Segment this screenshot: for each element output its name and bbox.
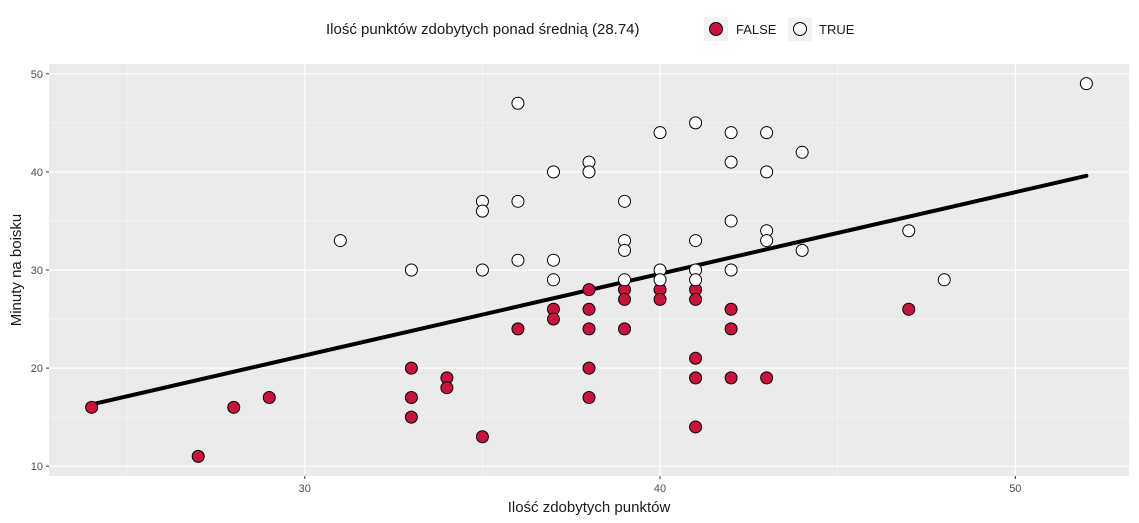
grid-minor [49, 64, 1129, 476]
point-true [618, 273, 632, 287]
point-true [724, 155, 738, 169]
point-true [689, 234, 703, 248]
point-true [546, 165, 560, 179]
legend-marker-true-icon [793, 22, 807, 36]
point-true [1079, 77, 1093, 91]
point-false [582, 283, 596, 297]
point-true [618, 194, 632, 208]
y-axis-ticks: 10 20 30 40 50 [31, 69, 49, 473]
point-true [511, 96, 525, 110]
point-true [511, 253, 525, 267]
point-false [582, 361, 596, 375]
point-false [85, 400, 99, 414]
point-false [582, 322, 596, 336]
y-axis-label: Minuty na boisku [8, 214, 25, 327]
point-false [582, 391, 596, 405]
legend-marker-false-icon [709, 22, 723, 36]
point-false [689, 371, 703, 385]
point-false [724, 322, 738, 336]
point-true [760, 165, 774, 179]
y-tick-label: 20 [31, 363, 43, 375]
point-false [618, 322, 632, 336]
point-true [760, 126, 774, 140]
point-false [689, 292, 703, 306]
point-true [760, 234, 774, 248]
point-true [937, 273, 951, 287]
y-tick-label: 30 [31, 265, 43, 277]
point-false [582, 302, 596, 316]
legend-title: Ilość punktów zdobytych ponad średnią (2… [326, 21, 640, 38]
legend: Ilość punktów zdobytych ponad średnią (2… [0, 14, 1139, 46]
point-false [404, 410, 418, 424]
point-true [475, 263, 489, 277]
point-true [902, 224, 916, 238]
point-false [262, 391, 276, 405]
point-true [724, 263, 738, 277]
point-true [724, 214, 738, 228]
point-true [653, 273, 667, 287]
x-tick-label: 40 [654, 483, 666, 495]
point-true [795, 243, 809, 257]
point-false [902, 302, 916, 316]
point-true [511, 194, 525, 208]
point-false [689, 420, 703, 434]
point-true [333, 234, 347, 248]
point-true [724, 126, 738, 140]
point-false [618, 292, 632, 306]
point-false [760, 371, 774, 385]
point-false [227, 400, 241, 414]
point-true [475, 204, 489, 218]
x-axis-label: Ilość zdobytych punktów [508, 499, 671, 516]
y-tick-label: 10 [31, 461, 43, 473]
point-true [689, 116, 703, 130]
point-false [475, 430, 489, 444]
legend-key-true [788, 17, 812, 41]
points-group [85, 77, 1093, 463]
point-false [724, 371, 738, 385]
legend-key-false [704, 17, 728, 41]
point-false [404, 361, 418, 375]
point-false [689, 351, 703, 365]
point-true [689, 273, 703, 287]
point-true [618, 243, 632, 257]
point-true [795, 145, 809, 159]
point-false [440, 381, 454, 395]
legend-label-true: TRUE [819, 22, 855, 37]
point-false [404, 391, 418, 405]
point-false [191, 449, 205, 463]
point-false [511, 322, 525, 336]
y-tick-label: 50 [31, 69, 43, 81]
x-tick-label: 50 [1009, 483, 1021, 495]
x-axis-ticks: 30 40 50 [299, 476, 1021, 495]
point-false [724, 302, 738, 316]
legend-label-false: FALSE [736, 22, 777, 37]
point-true [582, 165, 596, 179]
point-true [404, 263, 418, 277]
x-tick-label: 30 [299, 483, 311, 495]
point-true [546, 253, 560, 267]
point-true [546, 273, 560, 287]
point-false [546, 312, 560, 326]
y-tick-label: 40 [31, 167, 43, 179]
point-true [653, 126, 667, 140]
point-false [653, 292, 667, 306]
